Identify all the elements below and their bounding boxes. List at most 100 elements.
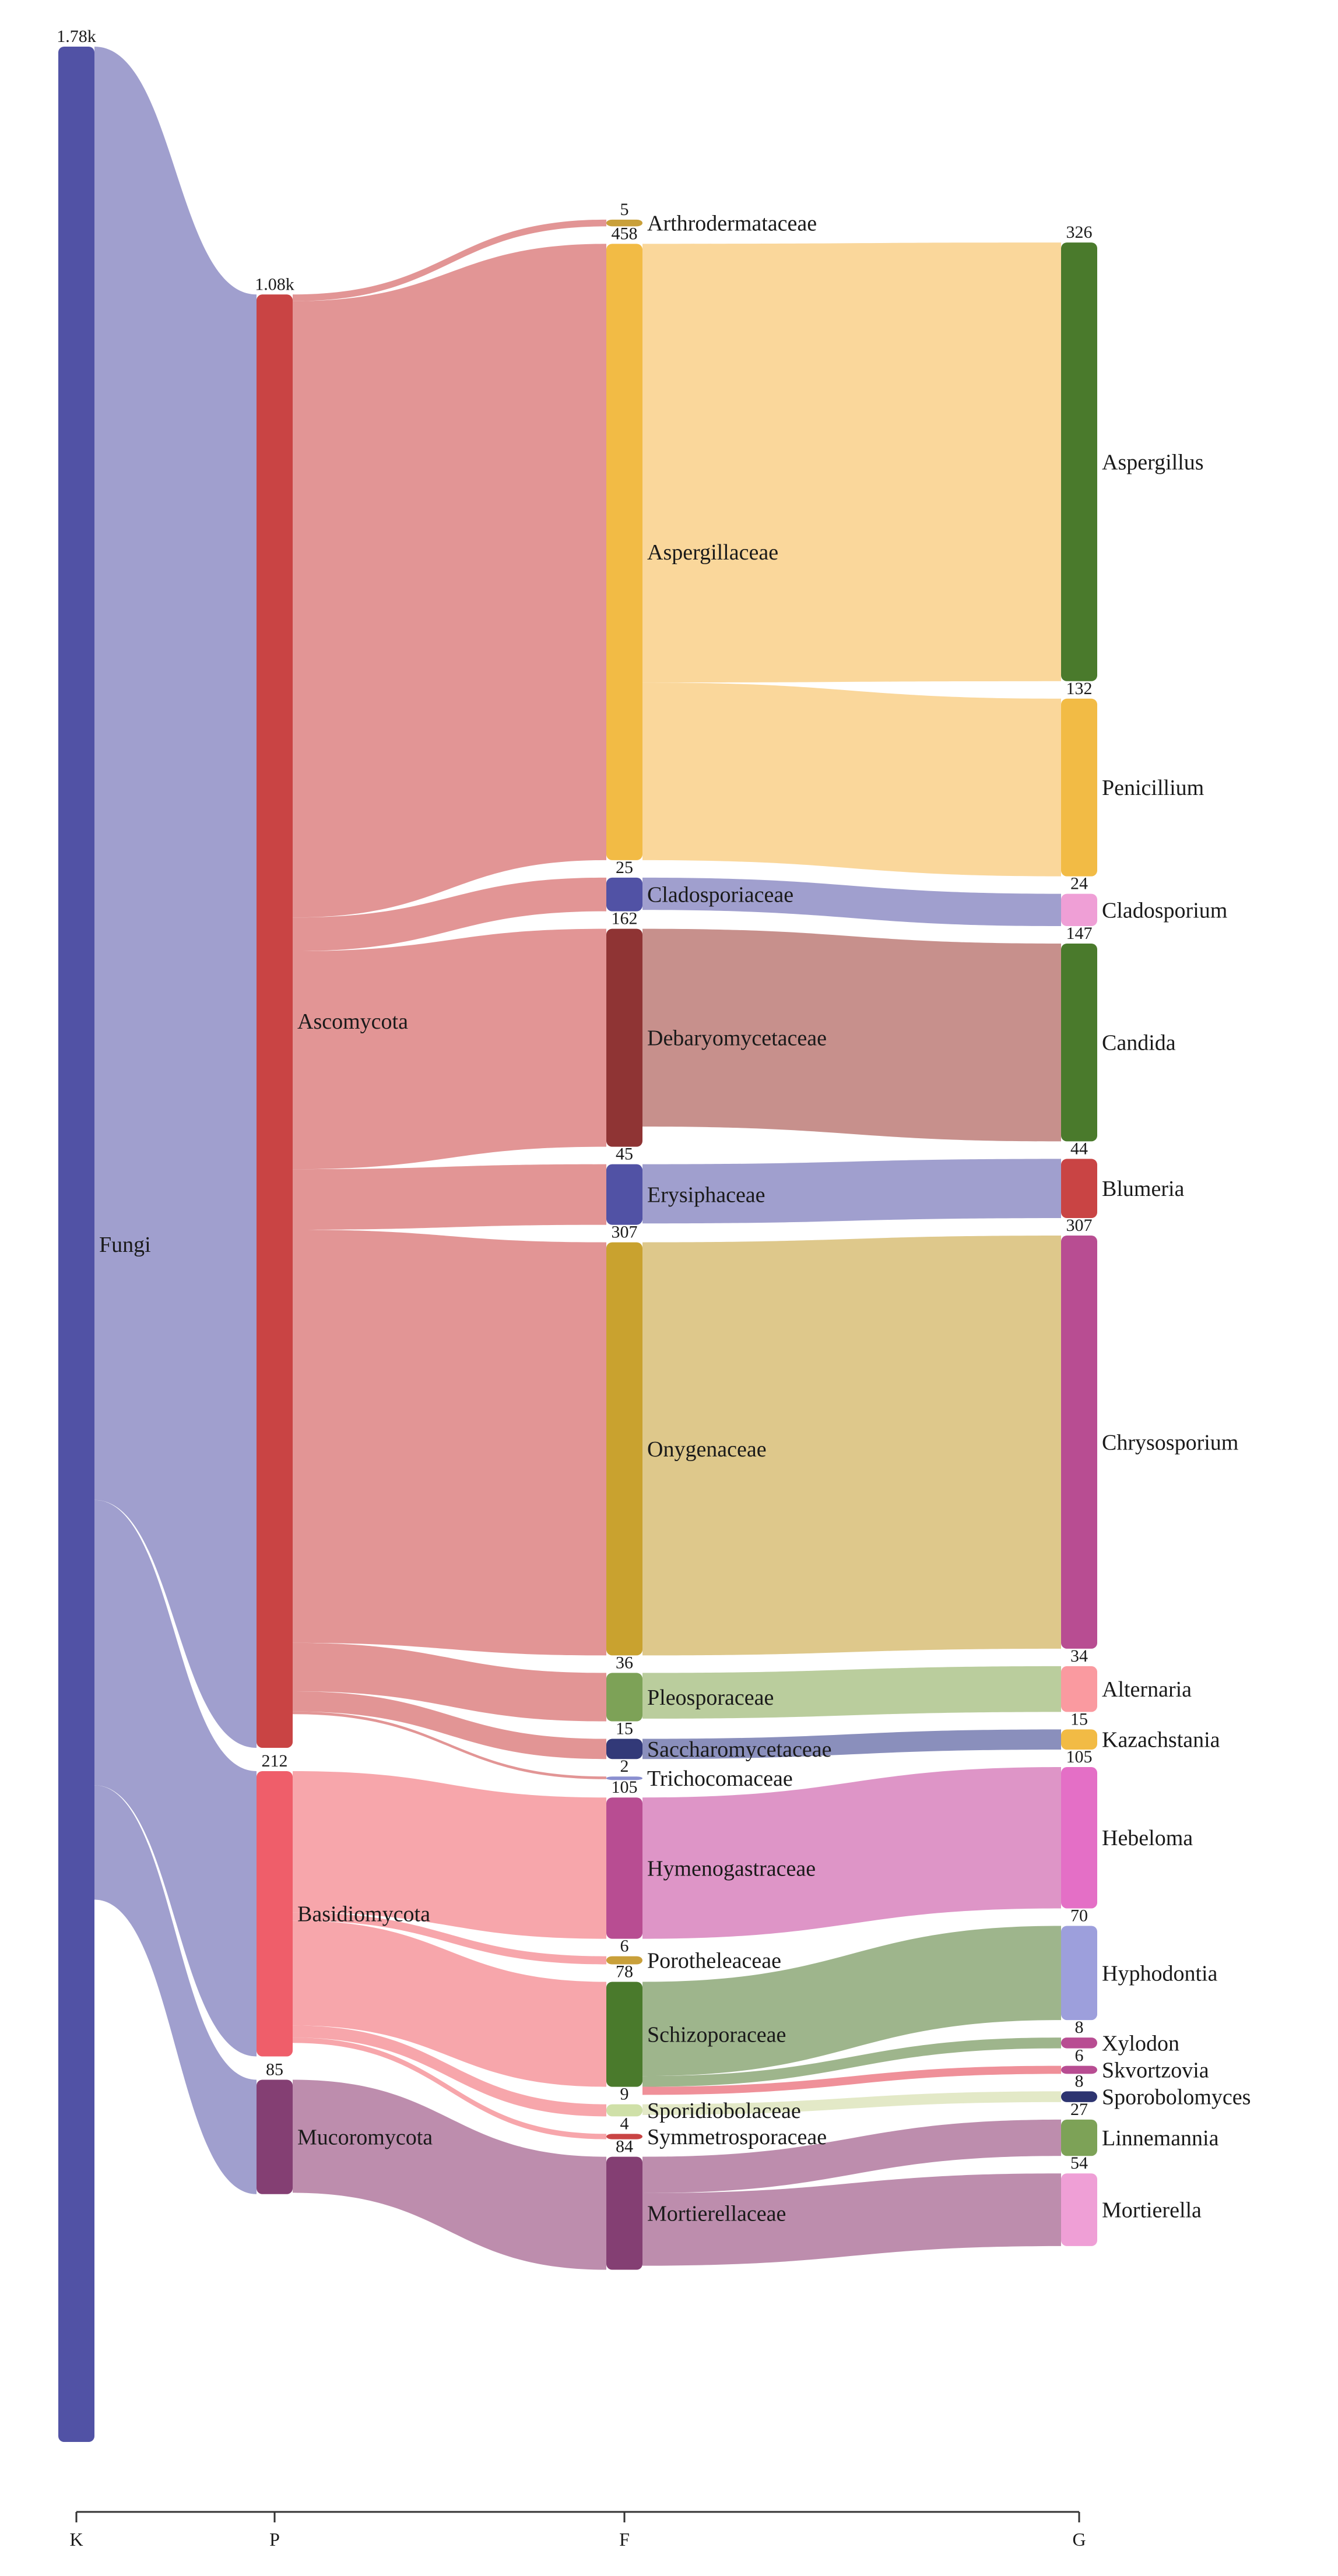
- node-value-skvortzovia: 6: [1075, 2046, 1084, 2065]
- link-fungi-to-ascomycota[interactable]: [94, 47, 257, 1748]
- node-arthrodermataceae[interactable]: [606, 219, 642, 227]
- link-sporidiobolaceae-to-sporobolomyces[interactable]: [642, 2091, 1061, 2116]
- node-xylodon[interactable]: [1061, 2037, 1097, 2049]
- link-mortierellaceae-to-linnemannia[interactable]: [642, 2119, 1061, 2193]
- node-debaryomycetaceae[interactable]: [606, 928, 642, 1147]
- link-ascomycota-to-erysiphaceae[interactable]: [293, 1164, 606, 1230]
- link-ascomycota-to-onygenaceae[interactable]: [293, 1230, 606, 1656]
- node-value-sporobolomyces: 8: [1075, 2071, 1084, 2091]
- node-fungi[interactable]: [58, 47, 94, 2442]
- node-skvortzovia[interactable]: [1061, 2065, 1097, 2074]
- node-linnemannia[interactable]: [1061, 2119, 1097, 2156]
- node-hyphodontia[interactable]: [1061, 1926, 1097, 2021]
- node-value-mortierella: 54: [1070, 2153, 1088, 2173]
- node-label-ascomycota: Ascomycota: [297, 1009, 408, 1034]
- link-hymenogastraceae-to-hebeloma[interactable]: [642, 1767, 1061, 1939]
- link-ascomycota-to-saccharomycetaceae[interactable]: [293, 1691, 606, 1759]
- node-aspergillaceae[interactable]: [606, 244, 642, 860]
- link-ascomycota-to-trichocomaceae[interactable]: [293, 1711, 606, 1779]
- node-ascomycota[interactable]: [257, 294, 293, 1748]
- node-blumeria[interactable]: [1061, 1159, 1097, 1219]
- node-symmetrosporaceae[interactable]: [606, 2134, 642, 2139]
- node-penicillium[interactable]: [1061, 698, 1097, 877]
- link-ascomycota-to-pleosporaceae[interactable]: [293, 1642, 606, 1722]
- link-debaryomycetaceae-to-candida[interactable]: [642, 928, 1061, 1142]
- node-label-candida: Candida: [1102, 1031, 1176, 1055]
- node-label-cladosporiaceae: Cladosporiaceae: [647, 883, 793, 907]
- link-basidiomycota-to-hymenogastraceae[interactable]: [293, 1771, 606, 1939]
- node-mucoromycota[interactable]: [257, 2079, 293, 2194]
- node-value-trichocomaceae: 2: [620, 1757, 629, 1776]
- node-hebeloma[interactable]: [1061, 1767, 1097, 1909]
- axis-label-P: P: [269, 2529, 280, 2550]
- node-kazachstania[interactable]: [1061, 1729, 1097, 1750]
- link-ascomycota-to-aspergillaceae[interactable]: [293, 244, 606, 918]
- node-porotheleaceae[interactable]: [606, 1956, 642, 1965]
- node-basidiomycota[interactable]: [257, 1771, 293, 2057]
- node-trichocomaceae[interactable]: [606, 1776, 642, 1780]
- link-schizoporaceae-to-xylodon[interactable]: [642, 2037, 1061, 2087]
- link-mortierellaceae-to-mortierella[interactable]: [642, 2173, 1061, 2266]
- node-value-candida: 147: [1066, 924, 1093, 943]
- link-aspergillaceae-to-penicillium[interactable]: [642, 682, 1061, 877]
- link-fungi-to-basidiomycota[interactable]: [94, 1500, 257, 2057]
- link-fungi-to-mucoromycota[interactable]: [94, 1785, 257, 2194]
- link-ascomycota-to-cladosporiaceae[interactable]: [293, 877, 606, 952]
- link-ascomycota-to-debaryomycetaceae[interactable]: [293, 928, 606, 1170]
- link-basidiomycota-to-symmetrosporaceae[interactable]: [293, 2037, 606, 2139]
- node-mortierella[interactable]: [1061, 2173, 1097, 2246]
- node-value-onygenaceae: 307: [612, 1223, 638, 1242]
- link-onygenaceae-to-chrysosporium[interactable]: [642, 1236, 1061, 1656]
- link-basidiomycota-to-porotheleaceae[interactable]: [293, 1912, 606, 1965]
- node-cladosporiaceae[interactable]: [606, 877, 642, 912]
- node-erysiphaceae[interactable]: [606, 1164, 642, 1225]
- node-value-hymenogastraceae: 105: [612, 1778, 638, 1797]
- node-alternaria[interactable]: [1061, 1666, 1097, 1712]
- node-label-porotheleaceae: Porotheleaceae: [647, 1949, 781, 1973]
- link-saccharomycetaceae-to-kazachstania[interactable]: [642, 1729, 1061, 1759]
- node-pleosporaceae[interactable]: [606, 1673, 642, 1722]
- node-value-basidiomycota: 212: [262, 1751, 288, 1771]
- node-chrysosporium[interactable]: [1061, 1236, 1097, 1649]
- link-aspergillaceae-to-aspergillus[interactable]: [642, 242, 1061, 683]
- link-schizoporaceae-to-hyphodontia[interactable]: [642, 1926, 1061, 2077]
- node-sporobolomyces[interactable]: [1061, 2091, 1097, 2102]
- node-value-debaryomycetaceae: 162: [612, 909, 638, 928]
- node-value-blumeria: 44: [1070, 1139, 1088, 1158]
- node-value-hebeloma: 105: [1066, 1747, 1093, 1766]
- link-basidiomycota-to-schizoporaceae[interactable]: [293, 1920, 606, 2087]
- node-schizoporaceae[interactable]: [606, 1982, 642, 2087]
- link-mucoromycota-to-mortierellaceae[interactable]: [293, 2079, 606, 2270]
- node-candida[interactable]: [1061, 944, 1097, 1142]
- node-label-sporobolomyces: Sporobolomyces: [1102, 2085, 1251, 2110]
- node-value-fungi: 1.78k: [57, 27, 96, 46]
- node-label-trichocomaceae: Trichocomaceae: [647, 1766, 793, 1791]
- node-onygenaceae[interactable]: [606, 1242, 642, 1656]
- links-layer: [94, 47, 1061, 2270]
- node-value-pleosporaceae: 36: [616, 1653, 633, 1672]
- node-label-linnemannia: Linnemannia: [1102, 2126, 1219, 2151]
- node-value-kazachstania: 15: [1070, 1709, 1088, 1729]
- link-basidiomycota-to-sporidiobolaceae[interactable]: [293, 2025, 606, 2117]
- node-aspergillus[interactable]: [1061, 242, 1097, 681]
- link-cladosporiaceae-to-cladosporium[interactable]: [642, 877, 1061, 927]
- node-hymenogastraceae[interactable]: [606, 1797, 642, 1939]
- node-label-hebeloma: Hebeloma: [1102, 1826, 1193, 1850]
- node-saccharomycetaceae[interactable]: [606, 1739, 642, 1759]
- node-label-alternaria: Alternaria: [1102, 1677, 1192, 1702]
- link-schizoporaceae-to-skvortzovia[interactable]: [642, 2065, 1061, 2095]
- node-label-aspergillaceae: Aspergillaceae: [647, 540, 778, 565]
- node-cladosporium[interactable]: [1061, 893, 1097, 927]
- node-value-aspergillus: 326: [1066, 223, 1093, 242]
- link-pleosporaceae-to-alternaria[interactable]: [642, 1666, 1061, 1719]
- link-erysiphaceae-to-blumeria[interactable]: [642, 1159, 1061, 1224]
- node-label-mortierellaceae: Mortierellaceae: [647, 2202, 786, 2226]
- node-label-fungi: Fungi: [99, 1233, 151, 1257]
- node-sporidiobolaceae[interactable]: [606, 2104, 642, 2117]
- link-ascomycota-to-arthrodermataceae[interactable]: [293, 219, 606, 301]
- node-value-mortierellaceae: 84: [616, 2137, 633, 2156]
- node-value-hyphodontia: 70: [1070, 1906, 1088, 1925]
- node-mortierellaceae[interactable]: [606, 2156, 642, 2270]
